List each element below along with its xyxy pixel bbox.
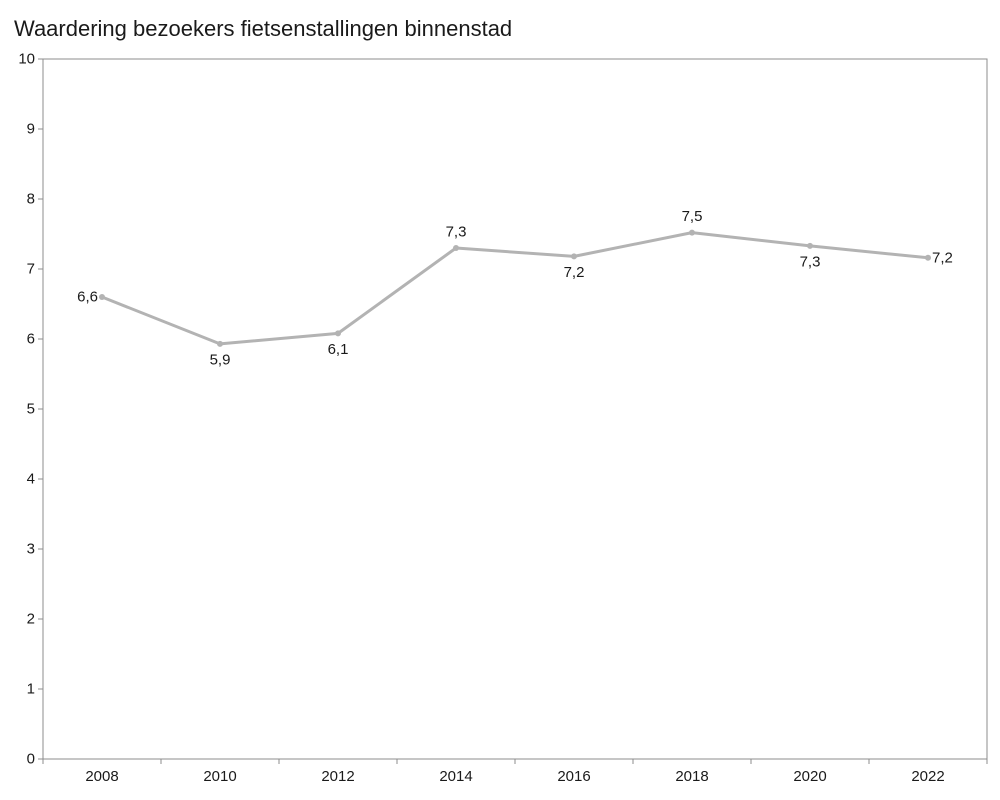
series-layer — [99, 229, 931, 347]
x-tick-label: 2022 — [911, 768, 944, 785]
data-labels: 6,6 5,9 6,1 7,3 7,2 7,5 7,3 7,2 — [77, 208, 953, 368]
x-tick-label: 2018 — [675, 768, 708, 785]
y-tick-label: 4 — [27, 471, 35, 488]
y-tick-label: 8 — [27, 191, 35, 208]
y-axis-ticks: 0 1 2 3 4 5 6 7 8 9 10 — [18, 51, 43, 768]
x-tick-label: 2008 — [85, 768, 118, 785]
series-line — [100, 231, 930, 346]
x-tick-label: 2010 — [203, 768, 236, 785]
data-point — [807, 242, 813, 249]
data-point — [925, 254, 931, 261]
x-tick-label: 2014 — [439, 768, 472, 785]
y-tick-label: 6 — [27, 331, 35, 348]
y-tick-label: 7 — [27, 261, 35, 278]
data-point — [689, 229, 695, 236]
plot-frame — [42, 58, 988, 760]
data-label: 7,2 — [564, 264, 585, 281]
y-tick-label: 5 — [27, 401, 35, 418]
data-point — [217, 340, 223, 347]
data-label: 7,3 — [446, 224, 467, 241]
data-label: 5,9 — [210, 351, 231, 368]
y-tick-label: 2 — [27, 611, 35, 628]
data-point — [335, 330, 341, 337]
data-point — [453, 245, 459, 251]
x-axis-ticks: 2008 2010 2012 2014 2016 2018 2020 2022 — [42, 759, 988, 785]
y-tick-label: 0 — [27, 751, 35, 768]
data-label: 6,1 — [328, 341, 349, 358]
x-tick-label: 2012 — [321, 768, 354, 785]
data-label: 7,3 — [800, 253, 821, 270]
y-tick-label: 9 — [27, 121, 35, 138]
axes — [42, 58, 988, 760]
y-tick-label: 3 — [27, 541, 35, 558]
data-point — [571, 253, 577, 260]
y-tick-label: 1 — [27, 681, 35, 698]
x-tick-label: 2020 — [793, 768, 826, 785]
y-tick-label: 10 — [18, 51, 35, 68]
chart-title: Waardering bezoekers fietsenstallingen b… — [14, 16, 513, 41]
data-label: 7,2 — [932, 249, 953, 266]
data-label: 7,5 — [682, 208, 703, 225]
data-label: 6,6 — [77, 289, 98, 306]
data-point — [99, 294, 105, 300]
x-tick-label: 2016 — [557, 768, 590, 785]
